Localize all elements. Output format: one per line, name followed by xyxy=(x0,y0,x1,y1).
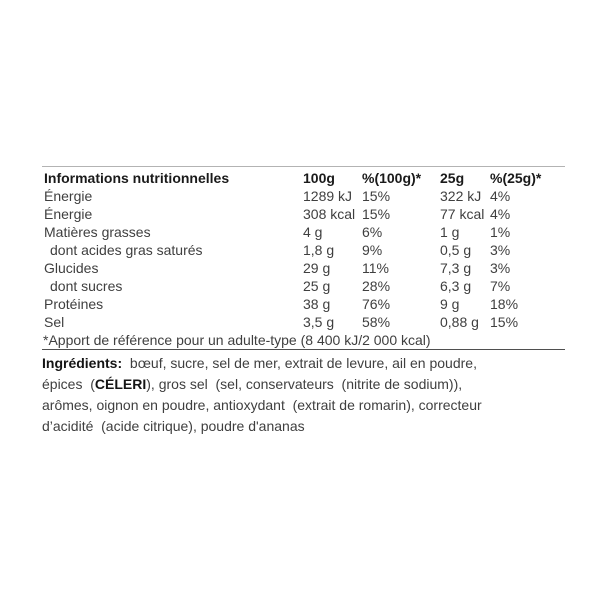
row-label: dont acides gras saturés xyxy=(50,242,203,258)
reference-footnote: *Apport de référence pour un adulte-type… xyxy=(43,332,431,348)
table-row-energie-kcal: Énergie 308 kcal 15% 77 kcal 4% xyxy=(42,205,565,223)
value-25g: 77 kcal xyxy=(440,206,485,222)
pct-100g: 6% xyxy=(362,224,383,240)
pct-100g: 58% xyxy=(362,314,391,330)
table-row-glucides: Glucides 29 g 11% 7,3 g 3% xyxy=(42,259,565,277)
pct-100g: 15% xyxy=(362,188,391,204)
row-label: dont sucres xyxy=(50,278,123,294)
table-row-sucres: dont sucres 25 g 28% 6,3 g 7% xyxy=(42,277,565,295)
value-25g: 1 g xyxy=(440,224,460,240)
pct-100g: 76% xyxy=(362,296,391,312)
pct-25g: 15% xyxy=(490,314,519,330)
column-header-pct-25g: %(25g)* xyxy=(490,170,542,186)
table-header-row: Informations nutritionnelles 100g %(100g… xyxy=(42,169,565,187)
ingredients-section: Ingrédients: bœuf, sucre, sel de mer, ex… xyxy=(42,353,582,437)
row-label: Énergie xyxy=(44,206,93,222)
pct-100g: 15% xyxy=(362,206,391,222)
pct-25g: 4% xyxy=(490,206,511,222)
value-100g: 1,8 g xyxy=(303,242,335,258)
pct-100g: 9% xyxy=(362,242,383,258)
row-label: Énergie xyxy=(44,188,93,204)
table-row-sel: Sel 3,5 g 58% 0,88 g 15% xyxy=(42,313,565,331)
pct-25g: 1% xyxy=(490,224,511,240)
pct-100g: 11% xyxy=(362,260,389,276)
pct-25g: 3% xyxy=(490,260,511,276)
value-100g: 4 g xyxy=(303,224,323,240)
ingredients-line-2: épices (CÉLERI), gros sel (sel, conserva… xyxy=(42,374,582,395)
table-row-matieres-grasses: Matières grasses 4 g 6% 1 g 1% xyxy=(42,223,565,241)
table-row-proteines: Protéines 38 g 76% 9 g 18% xyxy=(42,295,565,313)
value-25g: 7,3 g xyxy=(440,260,472,276)
row-label: Protéines xyxy=(44,296,104,312)
value-25g: 0,88 g xyxy=(440,314,479,330)
value-100g: 1289 kJ xyxy=(303,188,353,204)
value-100g: 29 g xyxy=(303,260,331,276)
column-header-100g: 100g xyxy=(303,170,335,186)
value-25g: 0,5 g xyxy=(440,242,472,258)
value-25g: 322 kJ xyxy=(440,188,482,204)
nutrition-facts-table: Informations nutritionnelles 100g %(100g… xyxy=(42,166,565,350)
ingredients-text: arômes, oignon en poudre, antioxydant (e… xyxy=(42,397,482,413)
pct-25g: 4% xyxy=(490,188,511,204)
row-label: Sel xyxy=(44,314,65,330)
value-25g: 9 g xyxy=(440,296,460,312)
ingredients-line-3: arômes, oignon en poudre, antioxydant (e… xyxy=(42,395,582,416)
table-row-acides-gras-satures: dont acides gras saturés 1,8 g 9% 0,5 g … xyxy=(42,241,565,259)
value-100g: 308 kcal xyxy=(303,206,356,222)
value-100g: 38 g xyxy=(303,296,331,312)
pct-25g: 7% xyxy=(490,278,511,294)
ingredients-text: ), gros sel (sel, conservateurs (nitrite… xyxy=(146,376,463,392)
column-header-25g: 25g xyxy=(440,170,465,186)
value-25g: 6,3 g xyxy=(440,278,472,294)
allergen-celeri: CÉLERI xyxy=(94,376,147,392)
column-header-pct-100g: %(100g)* xyxy=(362,170,422,186)
ingredients-text: bœuf, sucre, sel de mer, extrait de levu… xyxy=(122,355,477,371)
table-row-energie-kj: Énergie 1289 kJ 15% 322 kJ 4% xyxy=(42,187,565,205)
ingredients-label: Ingrédients: xyxy=(42,355,123,371)
row-label: Glucides xyxy=(44,260,99,276)
pct-100g: 28% xyxy=(362,278,391,294)
pct-25g: 18% xyxy=(490,296,519,312)
column-header-title: Informations nutritionnelles xyxy=(44,170,230,186)
ingredients-line-4: d’acidité (acide citrique), poudre d'ana… xyxy=(42,416,582,437)
value-100g: 3,5 g xyxy=(303,314,335,330)
value-100g: 25 g xyxy=(303,278,331,294)
ingredients-text: épices ( xyxy=(42,376,95,392)
pct-25g: 3% xyxy=(490,242,511,258)
ingredients-line-1: Ingrédients: bœuf, sucre, sel de mer, ex… xyxy=(42,353,582,374)
row-label: Matières grasses xyxy=(44,224,151,240)
ingredients-text: d’acidité (acide citrique), poudre d'ana… xyxy=(42,418,305,434)
